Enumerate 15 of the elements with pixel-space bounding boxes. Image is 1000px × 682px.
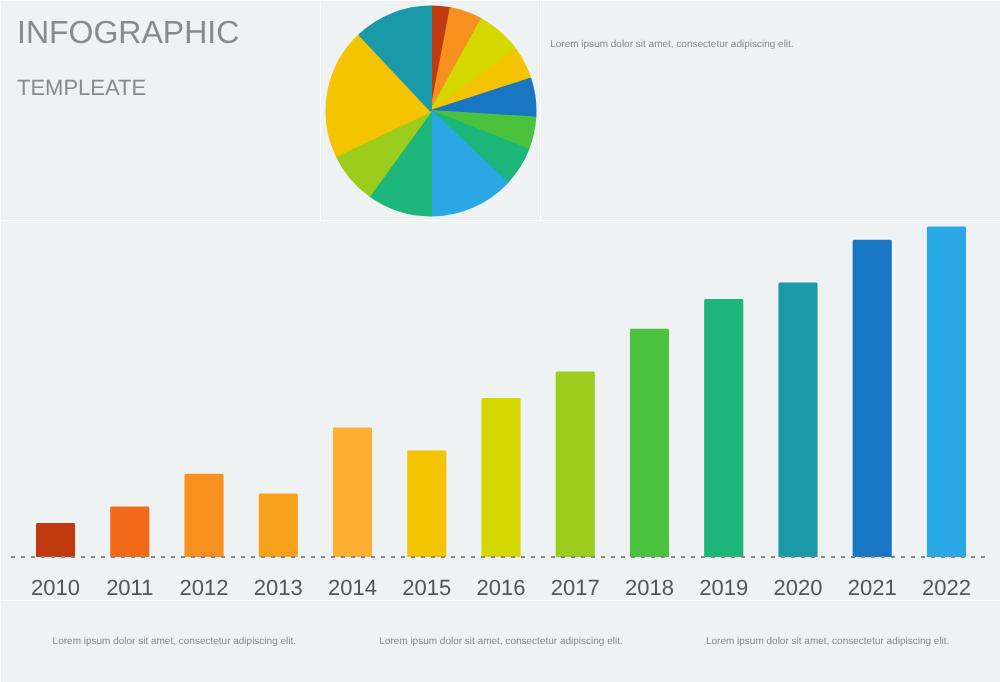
x-tick-label: 2019: [699, 577, 749, 601]
x-tick-label: 2011: [106, 577, 154, 601]
x-tick-label: 2013: [253, 577, 303, 601]
x-tick-label: 2020: [773, 577, 823, 601]
x-tick-label: 2021: [847, 577, 897, 601]
chart-title: INFOGRAPHIC: [17, 17, 240, 51]
x-tick-label: 2016: [476, 577, 526, 601]
x-tick-label: 2010: [31, 577, 81, 601]
x-tick-label: 2012: [179, 577, 229, 601]
x-tick-label: 2015: [402, 577, 452, 601]
x-tick-label: 2022: [921, 577, 971, 601]
x-tick-label: 2014: [328, 577, 378, 601]
x-tick-label: 2018: [625, 577, 674, 601]
chart-subtitle: TEMPLEATE: [17, 77, 147, 101]
x-tick-label: 2017: [550, 577, 600, 601]
